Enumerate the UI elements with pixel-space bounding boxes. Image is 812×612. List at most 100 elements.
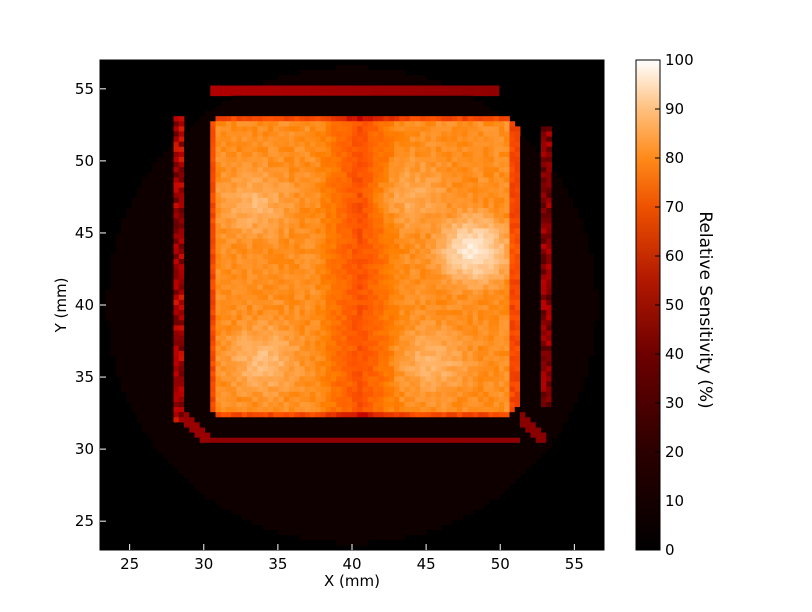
- heatmap-cell: [572, 243, 579, 250]
- heatmap-cell: [562, 325, 568, 331]
- heatmap-cell: [530, 187, 537, 194]
- heatmap-cell: [236, 320, 243, 326]
- heatmap-cell: [236, 218, 243, 224]
- heatmap-cell: [478, 310, 484, 316]
- heatmap-cell: [425, 325, 432, 331]
- heatmap-cell: [394, 376, 400, 382]
- heatmap-cell: [194, 172, 201, 178]
- heatmap-cell: [289, 156, 295, 163]
- heatmap-cell: [215, 213, 222, 219]
- heatmap-cell: [488, 167, 495, 173]
- heatmap-cell: [504, 310, 510, 316]
- heatmap-cell: [310, 233, 316, 240]
- heatmap-cell: [126, 325, 132, 331]
- heatmap-cell: [430, 233, 437, 240]
- heatmap-cell: [441, 366, 447, 372]
- heatmap-cell: [341, 325, 348, 331]
- heatmap-cell: [483, 151, 489, 158]
- heatmap-cell: [352, 197, 358, 204]
- heatmap-cell: [210, 177, 216, 183]
- heatmap-cell: [588, 279, 594, 285]
- heatmap-cell: [457, 248, 463, 255]
- heatmap-cell: [320, 121, 327, 127]
- heatmap-cell: [226, 340, 232, 347]
- heatmap-cell: [577, 320, 584, 326]
- heatmap-cell: [304, 162, 311, 168]
- heatmap-cell: [294, 361, 300, 367]
- heatmap-cell: [299, 197, 306, 204]
- heatmap-cell: [541, 361, 547, 367]
- heatmap-cell: [436, 151, 442, 158]
- heatmap-cell: [273, 381, 279, 388]
- heatmap-cell: [367, 259, 374, 265]
- heatmap-cell: [383, 340, 390, 347]
- heatmap-cell: [257, 264, 264, 270]
- heatmap-cell: [226, 105, 232, 112]
- heatmap-cell: [525, 305, 531, 311]
- heatmap-cell: [404, 126, 411, 132]
- heatmap-cell: [388, 294, 395, 301]
- heatmap-cell: [262, 167, 269, 173]
- heatmap-cell: [168, 320, 174, 326]
- heatmap-cell: [425, 80, 432, 86]
- heatmap-cell: [257, 218, 264, 224]
- heatmap-cell: [320, 208, 327, 214]
- heatmap-cell: [472, 376, 479, 382]
- heatmap-cell: [252, 146, 258, 153]
- heatmap-cell: [189, 340, 195, 347]
- heatmap-cell: [577, 315, 584, 321]
- heatmap-cell: [451, 289, 458, 296]
- heatmap-cell: [425, 126, 432, 132]
- heatmap-cell: [415, 310, 421, 316]
- heatmap-cell: [483, 350, 489, 357]
- heatmap-cell: [226, 233, 232, 240]
- heatmap-cell: [446, 95, 453, 102]
- heatmap-cell: [210, 182, 216, 188]
- heatmap-cell: [530, 233, 537, 240]
- heatmap-cell: [163, 361, 169, 367]
- heatmap-cell: [178, 371, 185, 377]
- heatmap-cell: [331, 80, 337, 86]
- heatmap-cell: [289, 187, 295, 194]
- heatmap-cell: [567, 202, 573, 209]
- heatmap-cell: [373, 95, 379, 102]
- heatmap-cell: [189, 310, 195, 316]
- heatmap-cell: [499, 192, 505, 199]
- heatmap-cell: [509, 284, 516, 291]
- heatmap-cell: [289, 197, 295, 204]
- heatmap-cell: [315, 197, 321, 204]
- heatmap-cell: [289, 274, 295, 280]
- heatmap-cell: [520, 340, 526, 347]
- heatmap-cell: [514, 269, 521, 275]
- heatmap-cell: [462, 223, 468, 229]
- heatmap-cell: [289, 136, 295, 143]
- heatmap-cell: [346, 264, 353, 270]
- heatmap-cell: [205, 111, 211, 117]
- heatmap-cell: [388, 259, 395, 265]
- heatmap-cell: [257, 366, 264, 372]
- heatmap-cell: [215, 238, 222, 245]
- heatmap-cell: [378, 100, 384, 107]
- heatmap-cell: [509, 172, 516, 178]
- heatmap-cell: [257, 228, 264, 234]
- heatmap-cell: [157, 381, 164, 388]
- heatmap-cell: [556, 315, 563, 321]
- heatmap-cell: [236, 350, 243, 357]
- heatmap-cell: [436, 320, 442, 326]
- heatmap-cell: [315, 356, 321, 362]
- heatmap-cell: [168, 151, 174, 158]
- heatmap-cell: [572, 376, 579, 382]
- heatmap-cell: [483, 253, 489, 260]
- heatmap-cell: [289, 167, 295, 173]
- heatmap-cell: [504, 315, 510, 321]
- heatmap-cell: [252, 151, 258, 158]
- heatmap-cell: [352, 320, 358, 326]
- heatmap-cell: [462, 279, 468, 285]
- heatmap-cell: [367, 376, 374, 382]
- heatmap-cell: [163, 320, 169, 326]
- heatmap-cell: [294, 305, 300, 311]
- heatmap-cell: [562, 197, 568, 204]
- heatmap-cell: [184, 264, 190, 270]
- heatmap-cell: [415, 279, 421, 285]
- heatmap-cell: [451, 253, 458, 260]
